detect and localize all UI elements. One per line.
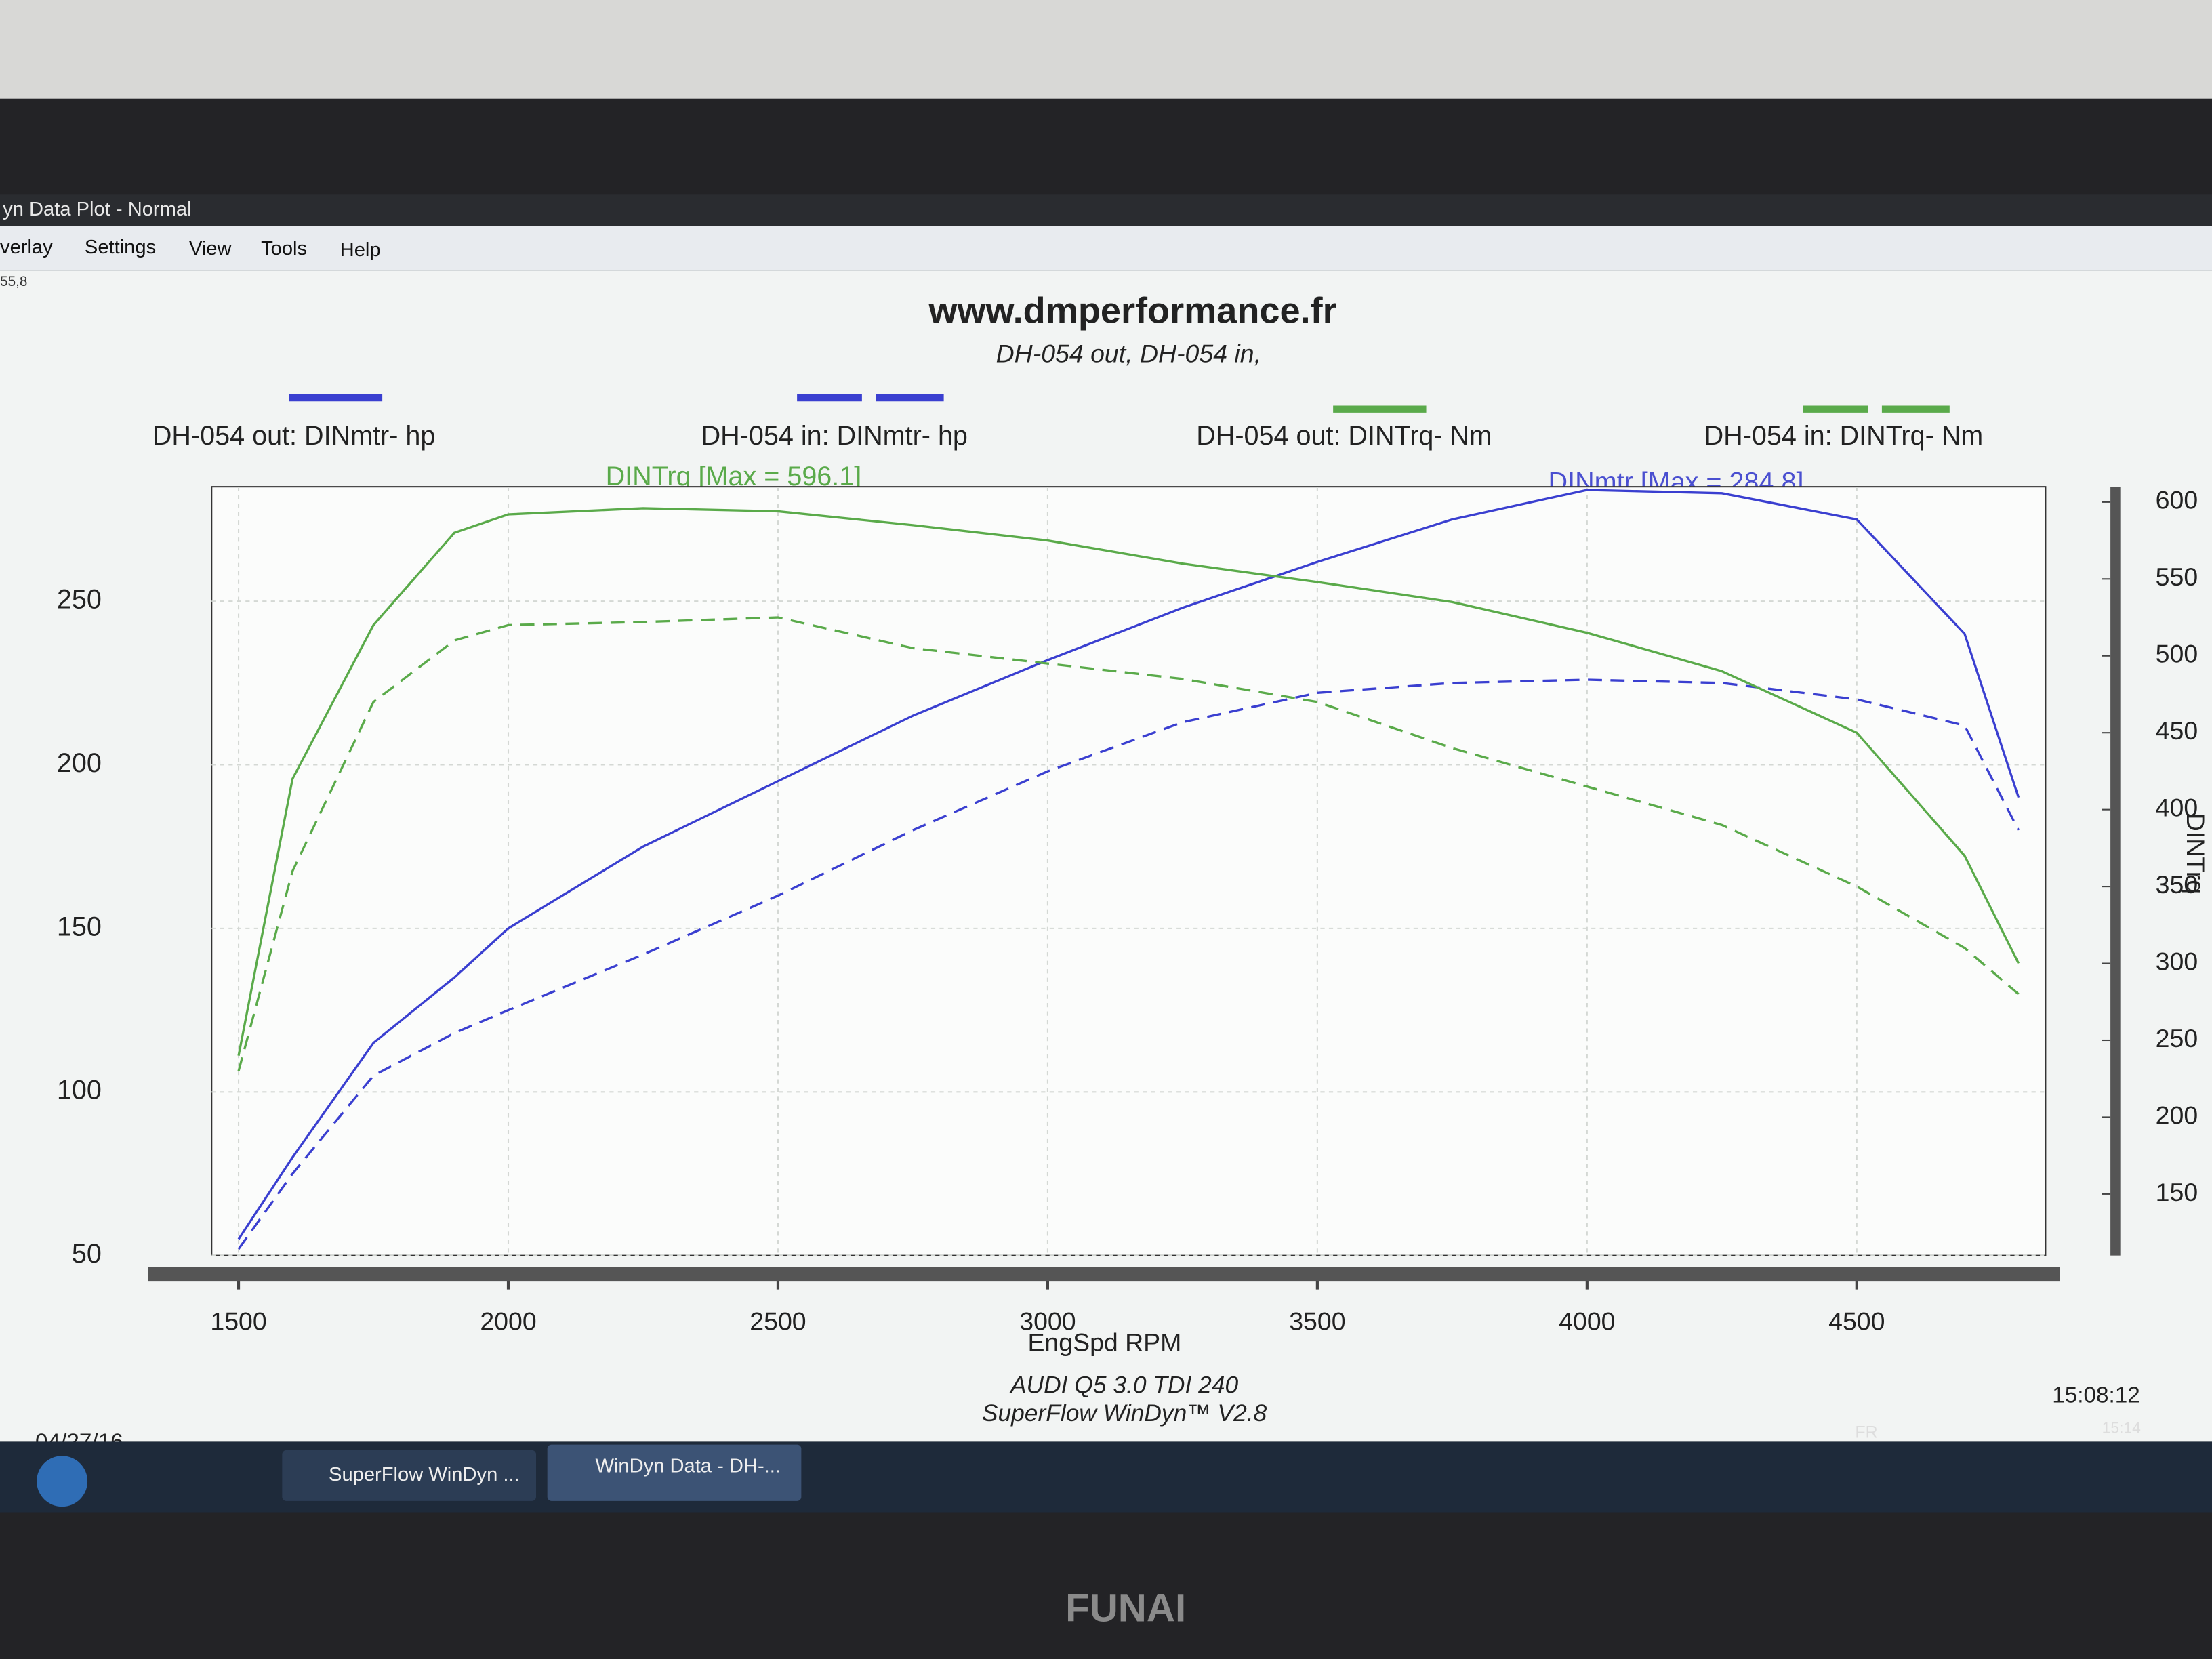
language: FR [1855, 1423, 1877, 1442]
taskbar-button[interactable] [547, 1444, 802, 1501]
y-tick-label: 100 [57, 1076, 102, 1105]
y-tick-label: 150 [57, 912, 102, 941]
series-line [237, 678, 2020, 1250]
legend-label: DH-054 out: DINmtr- hp [152, 421, 436, 451]
chart-subtitle: DH-054 out, DH-054 in, [996, 339, 1261, 367]
series-line [237, 507, 2020, 1057]
y2-axis-label: DINTrq [2182, 813, 2210, 894]
title-bar [0, 194, 2212, 226]
y2-tick-label: 150 [2156, 1178, 2198, 1206]
taskbar-label: WinDyn Data - DH-... [595, 1456, 781, 1477]
x-tick-label: 2000 [480, 1307, 536, 1335]
y2-tick-label: 350 [2156, 870, 2198, 899]
series-line [237, 616, 2020, 1071]
x-tick-label: 1500 [210, 1307, 266, 1335]
brand: FUNAI [1065, 1586, 1186, 1631]
legend-label: DH-054 out: DINTrq- Nm [1196, 421, 1492, 451]
y-tick-label: 250 [57, 585, 102, 615]
x-tick-label: 4500 [1828, 1307, 1885, 1335]
time-stamp: 15:08:12 [2052, 1383, 2140, 1408]
x-axis-label: EngSpd RPM [1027, 1328, 1181, 1357]
plot-area [211, 486, 2047, 1256]
menu-item[interactable]: Tools [261, 238, 307, 260]
y2-tick-label: 200 [2156, 1101, 2198, 1129]
footer-text: SuperFlow WinDyn™ V2.8 [982, 1400, 1267, 1427]
x-tick-label: 4000 [1559, 1307, 1615, 1335]
x-tick-label: 2500 [750, 1307, 806, 1335]
x-axis-bar [148, 1267, 2060, 1282]
series-line [237, 489, 2020, 1240]
wall [0, 0, 2212, 99]
legend-label: DH-054 in: DINTrq- Nm [1704, 421, 1984, 451]
chart-title: www.dmperformance.fr [928, 290, 1336, 331]
y-tick-label: 200 [57, 748, 102, 778]
status-value: 55,8 [0, 274, 27, 289]
start-button[interactable] [37, 1456, 88, 1507]
y2-tick-label: 600 [2156, 486, 2198, 514]
y2-tick-label: 500 [2156, 640, 2198, 668]
taskbar-button[interactable] [282, 1450, 537, 1501]
menu-item[interactable]: verlay [0, 237, 53, 258]
menu-item[interactable]: Help [340, 239, 381, 261]
clock: 15:14 [2102, 1419, 2142, 1437]
x-tick-label: 3000 [1019, 1307, 1076, 1335]
y2-tick-label: 250 [2156, 1024, 2198, 1052]
x-tick-label: 3500 [1289, 1307, 1345, 1335]
legend-label: DH-054 in: DINmtr- hp [701, 421, 968, 451]
y2-tick-label: 400 [2156, 794, 2198, 822]
menu-bar [0, 226, 2212, 271]
footer-text: AUDI Q5 3.0 TDI 240 [1009, 1372, 1239, 1399]
chart: www.dmperformance.fr DH-054 out, DH-054 … [35, 290, 2210, 1454]
taskbar-label: SuperFlow WinDyn ... [329, 1464, 520, 1486]
y2-tick-label: 550 [2156, 562, 2198, 591]
y-tick-label: 50 [72, 1239, 102, 1269]
y2-tick-label: 450 [2156, 716, 2198, 745]
window-title: yn Data Plot - Normal [3, 199, 191, 220]
menu-item[interactable]: View [189, 238, 232, 260]
y2-axis-bar [2110, 487, 2121, 1256]
menu-item[interactable]: Settings [85, 237, 156, 258]
y2-tick-label: 300 [2156, 947, 2198, 975]
